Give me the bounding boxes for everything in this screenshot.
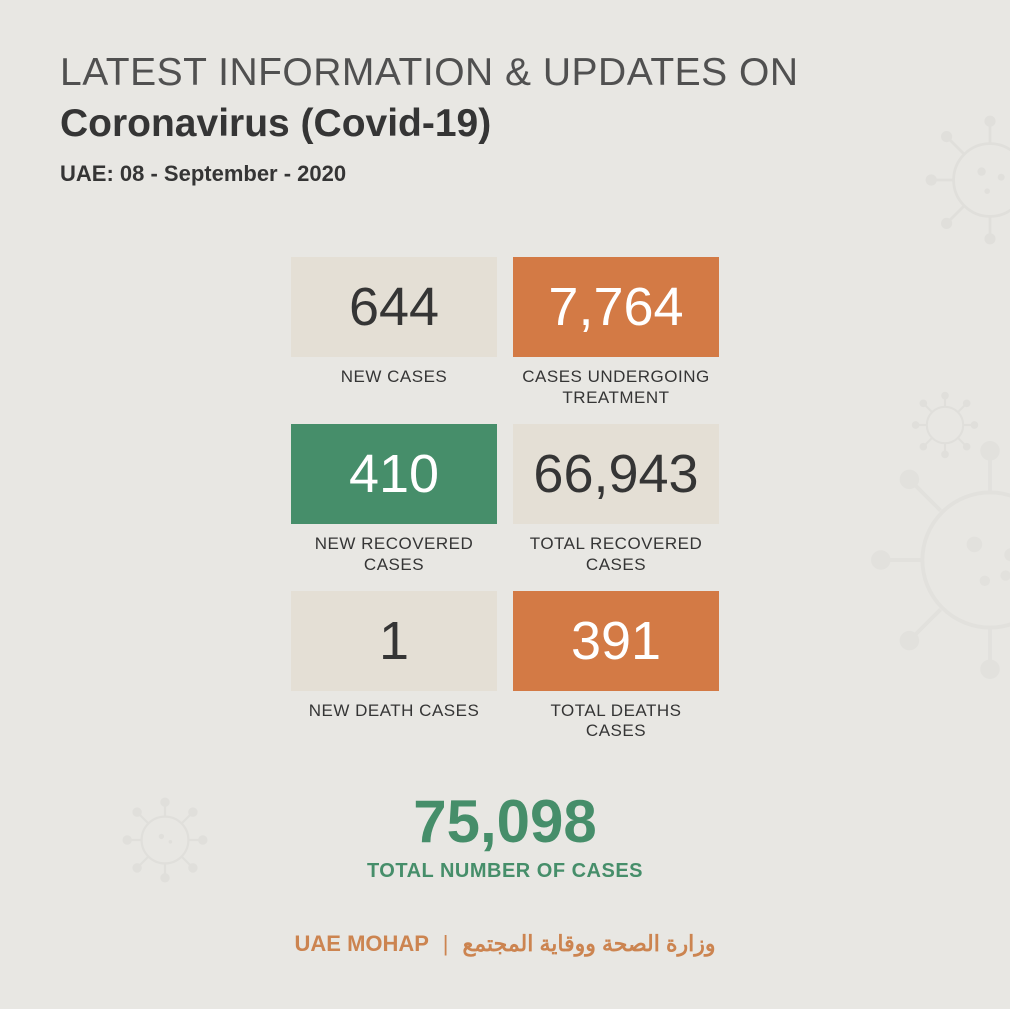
stat-value: 66,943 (533, 447, 698, 501)
footer: UAE MOHAP | وزارة الصحة ووقاية المجتمع (0, 931, 1010, 957)
virus-icon (920, 110, 1010, 250)
header: LATEST INFORMATION & UPDATES ON Coronavi… (0, 0, 1010, 217)
stat-box: 7,764 (513, 257, 719, 357)
stat-value: 391 (571, 614, 661, 668)
stat-box: 644 (291, 257, 497, 357)
stat-cell: 410 NEW RECOVEREDCASES (291, 424, 497, 575)
stat-label: CASES UNDERGOINGTREATMENT (522, 367, 709, 408)
stat-label: NEW RECOVEREDCASES (315, 534, 474, 575)
footer-left: UAE MOHAP (295, 931, 429, 956)
stat-value: 7,764 (548, 280, 683, 334)
virus-icon (120, 795, 210, 885)
stat-cell: 66,943 TOTAL RECOVEREDCASES (513, 424, 719, 575)
stat-label: TOTAL DEATHSCASES (550, 701, 681, 742)
stat-value: 410 (349, 447, 439, 501)
stat-label: TOTAL RECOVEREDCASES (530, 534, 703, 575)
stat-box: 66,943 (513, 424, 719, 524)
header-subtitle: LATEST INFORMATION & UPDATES ON (60, 50, 950, 97)
header-date: UAE: 08 - September - 2020 (60, 161, 950, 187)
virus-icon (860, 430, 1010, 690)
stat-value: 644 (349, 280, 439, 334)
stat-cell: 391 TOTAL DEATHSCASES (513, 591, 719, 742)
stat-box: 391 (513, 591, 719, 691)
footer-separator: | (443, 931, 449, 957)
stat-label: NEW DEATH CASES (309, 701, 480, 721)
header-title: Coronavirus (Covid-19) (60, 99, 950, 150)
stat-box: 410 (291, 424, 497, 524)
stats-grid: 644 NEW CASES 7,764 CASES UNDERGOINGTREATME… (0, 257, 1010, 741)
stat-cell: 1 NEW DEATH CASES (291, 591, 497, 742)
stat-cell: 644 NEW CASES (291, 257, 497, 408)
footer-right: وزارة الصحة ووقاية المجتمع (463, 931, 716, 956)
stat-box: 1 (291, 591, 497, 691)
stat-value: 1 (379, 614, 409, 668)
stat-label: NEW CASES (341, 367, 448, 387)
stat-cell: 7,764 CASES UNDERGOINGTREATMENT (513, 257, 719, 408)
